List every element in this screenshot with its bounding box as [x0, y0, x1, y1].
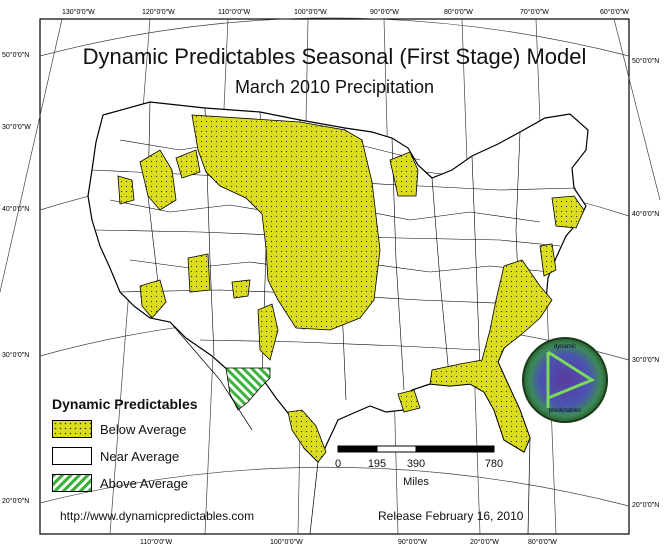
graticule-label: 110°0'0"W	[140, 539, 173, 546]
region-mid-atlantic	[539, 243, 557, 277]
graticule-label: 50°0'0"N	[2, 52, 30, 59]
legend-label: Below Average	[100, 421, 187, 437]
graticule-label: 100°0'0"W	[270, 539, 303, 546]
graticule-label: 90°0'0"W	[370, 9, 399, 16]
legend-label: Near Average	[100, 448, 180, 464]
mexico-lines	[169, 321, 531, 535]
graticule-label: 40°0'0"N	[2, 206, 30, 213]
region-louisiana	[397, 389, 421, 413]
above-average-region	[225, 367, 271, 411]
graticule-label: 80°0'0"W	[528, 539, 557, 546]
logo	[522, 337, 608, 423]
map-subtitle: March 2010 Precipitation	[234, 77, 435, 97]
graticule-label: 70°0'0"W	[520, 9, 549, 16]
legend-item-above: Above Average	[52, 472, 188, 494]
legend-title: Dynamic Predictables	[52, 396, 198, 412]
legend-item-below: Below Average	[52, 418, 187, 440]
scale-bar	[337, 445, 495, 453]
graticule-label: 90°0'0"W	[398, 539, 427, 546]
region-north-west-interior	[139, 149, 177, 211]
legend-swatch-above	[52, 474, 92, 492]
map-frame	[39, 18, 630, 535]
graticule-label: 60°0'0"W	[600, 9, 629, 16]
website-link[interactable]: http://www.dynamicpredictables.com	[60, 509, 255, 523]
graticule-label: 30°0'0"N	[2, 352, 30, 359]
graticule-label: 30°0'0"W	[2, 124, 31, 131]
region-southeast	[429, 259, 553, 453]
graticule-label: 40°0'0"N	[632, 211, 660, 218]
region-northern-plains	[191, 114, 381, 331]
legend-item-near: Near Average	[52, 445, 179, 467]
region-nevada	[187, 253, 211, 293]
legend-swatch-below	[52, 420, 92, 438]
legend-label: Above Average	[100, 475, 188, 491]
region-southwest	[139, 279, 167, 319]
graticule-label: 50°0'0"N	[632, 58, 660, 65]
graticule-label: 20°0'0"W	[470, 539, 499, 546]
region-arizona	[231, 279, 251, 299]
region-wisconsin	[389, 151, 419, 197]
graticule-label: 30°0'0"N	[632, 357, 660, 364]
scale-tick-label: 390	[406, 458, 426, 470]
legend-swatch-near	[52, 447, 92, 465]
map-title: Dynamic Predictables Seasonal (First Sta…	[82, 44, 587, 69]
graticule-label: 120°0'0"W	[142, 9, 175, 16]
release-date: Release February 16, 2010	[378, 509, 524, 523]
below-average-regions	[117, 114, 585, 463]
scale-tick-label: 0	[334, 458, 342, 470]
graticule-label: 100°0'0"W	[294, 9, 327, 16]
graticule-label: 110°0'0"W	[218, 9, 251, 16]
graticule-label: 20°0'0"N	[632, 502, 660, 509]
region-west-texas	[257, 303, 279, 361]
graticule-label: 20°0'0"N	[2, 498, 30, 505]
graticule-label: 80°0'0"W	[444, 9, 473, 16]
region-west-small	[117, 175, 135, 205]
graticule-label: 130°0'0"W	[62, 9, 95, 16]
scale-unit-label: Miles	[403, 476, 429, 488]
region-south-texas	[287, 409, 327, 463]
region-northeast	[551, 195, 585, 229]
region-idaho	[175, 149, 201, 179]
scale-tick-label: 780	[484, 458, 504, 470]
scale-tick-label: 195	[367, 458, 387, 470]
logo-text-top: dynamic	[553, 344, 577, 350]
logo-text-bottom: predictables	[548, 408, 582, 414]
